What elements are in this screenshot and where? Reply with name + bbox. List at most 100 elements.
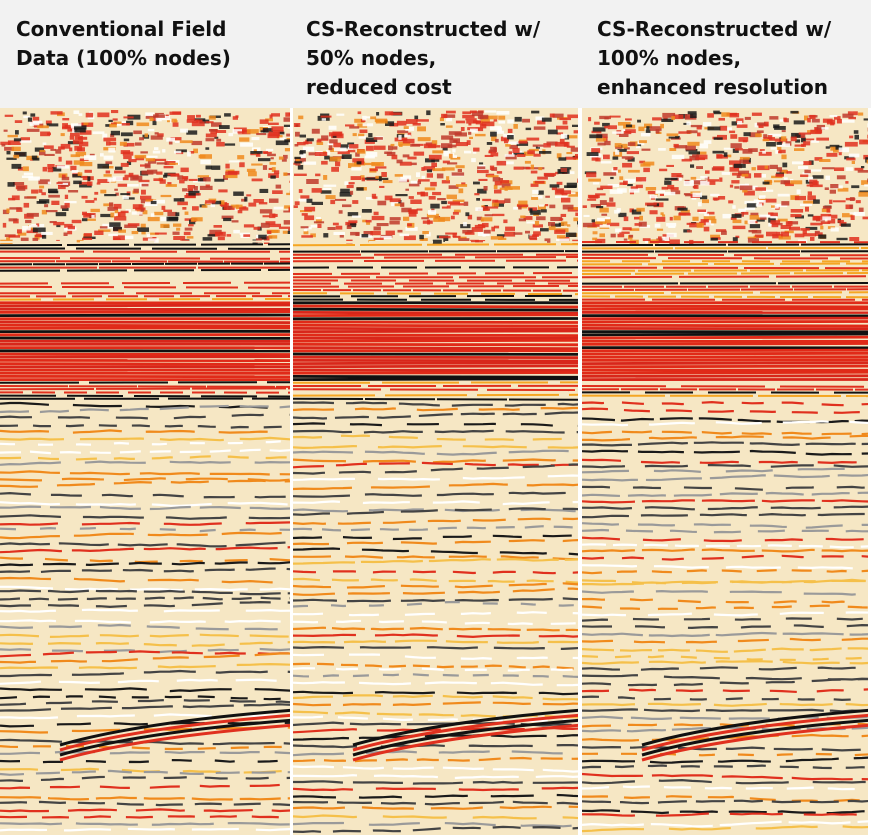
noise bbox=[311, 128, 320, 134]
noise bbox=[405, 188, 409, 191]
noise bbox=[72, 174, 82, 178]
noise bbox=[84, 169, 92, 173]
reflector bbox=[293, 633, 578, 639]
noise bbox=[172, 231, 180, 235]
noise bbox=[327, 142, 336, 145]
noise bbox=[744, 190, 755, 196]
noise bbox=[726, 112, 738, 116]
noise bbox=[288, 228, 290, 232]
noise bbox=[120, 162, 129, 167]
noise bbox=[530, 183, 539, 187]
noise bbox=[198, 154, 206, 159]
noise bbox=[800, 203, 813, 206]
noise bbox=[863, 154, 868, 160]
noise bbox=[759, 195, 766, 199]
noise bbox=[271, 230, 278, 233]
noise bbox=[114, 210, 119, 215]
noise bbox=[82, 218, 88, 222]
noise bbox=[268, 122, 279, 125]
noise bbox=[795, 139, 801, 143]
noise bbox=[405, 126, 414, 131]
noise bbox=[432, 150, 445, 154]
noise bbox=[595, 221, 607, 225]
noise bbox=[68, 190, 79, 193]
noise bbox=[152, 150, 161, 154]
noise bbox=[70, 165, 77, 171]
noise bbox=[757, 122, 766, 126]
noise bbox=[105, 170, 111, 174]
noise bbox=[167, 173, 180, 176]
noise bbox=[513, 166, 524, 170]
reflector bbox=[0, 526, 290, 533]
noise bbox=[747, 220, 756, 224]
noise bbox=[570, 147, 578, 152]
noise bbox=[589, 195, 599, 199]
noise bbox=[465, 118, 477, 121]
noise bbox=[160, 223, 170, 228]
reflector bbox=[582, 441, 868, 447]
noise bbox=[448, 155, 457, 158]
reflector bbox=[293, 517, 578, 526]
noise bbox=[556, 181, 563, 185]
reflector bbox=[582, 335, 868, 340]
noise bbox=[173, 223, 182, 227]
noise bbox=[229, 205, 233, 210]
reflector bbox=[293, 401, 578, 407]
noise bbox=[592, 127, 606, 132]
reflector bbox=[293, 243, 578, 247]
noise bbox=[265, 221, 276, 225]
noise bbox=[561, 192, 568, 196]
noise bbox=[556, 153, 562, 159]
noise bbox=[408, 211, 417, 217]
noise bbox=[239, 207, 249, 211]
noise bbox=[471, 158, 476, 163]
noise bbox=[462, 111, 472, 115]
noise bbox=[730, 217, 737, 220]
noise bbox=[538, 204, 544, 207]
noise bbox=[847, 111, 858, 116]
noise bbox=[410, 199, 422, 204]
noise bbox=[811, 118, 820, 123]
panel-title-line: Data (100% nodes) bbox=[16, 46, 231, 70]
noise bbox=[263, 128, 273, 133]
noise bbox=[431, 140, 438, 146]
noise bbox=[798, 239, 808, 243]
noise bbox=[814, 157, 823, 161]
noise bbox=[179, 140, 193, 144]
noise bbox=[42, 233, 47, 239]
noise bbox=[599, 207, 609, 213]
reflector bbox=[582, 253, 868, 257]
noise bbox=[384, 111, 394, 116]
noise bbox=[103, 137, 117, 142]
noise bbox=[629, 208, 634, 213]
noise bbox=[268, 223, 281, 228]
noise bbox=[327, 227, 336, 230]
noise bbox=[39, 185, 45, 189]
noise bbox=[306, 198, 313, 203]
noise bbox=[683, 229, 691, 233]
noise bbox=[191, 121, 205, 127]
reflector bbox=[293, 333, 578, 338]
noise bbox=[630, 186, 638, 191]
reflector bbox=[582, 655, 868, 662]
noise bbox=[751, 167, 756, 171]
noise bbox=[762, 181, 770, 185]
noise bbox=[453, 209, 461, 213]
reflector bbox=[582, 288, 868, 291]
noise bbox=[111, 110, 119, 114]
noise bbox=[255, 152, 261, 157]
dipping-event bbox=[352, 718, 578, 757]
noise bbox=[442, 146, 448, 151]
noise bbox=[422, 231, 429, 235]
noise bbox=[561, 221, 568, 226]
noise bbox=[777, 146, 782, 151]
noise bbox=[150, 232, 159, 235]
noise bbox=[824, 187, 829, 190]
noise bbox=[448, 131, 462, 135]
reflector bbox=[582, 316, 868, 321]
dipping-event bbox=[641, 708, 868, 747]
noise bbox=[690, 113, 697, 118]
noise bbox=[180, 128, 188, 133]
noise bbox=[177, 201, 188, 206]
noise bbox=[17, 229, 22, 234]
